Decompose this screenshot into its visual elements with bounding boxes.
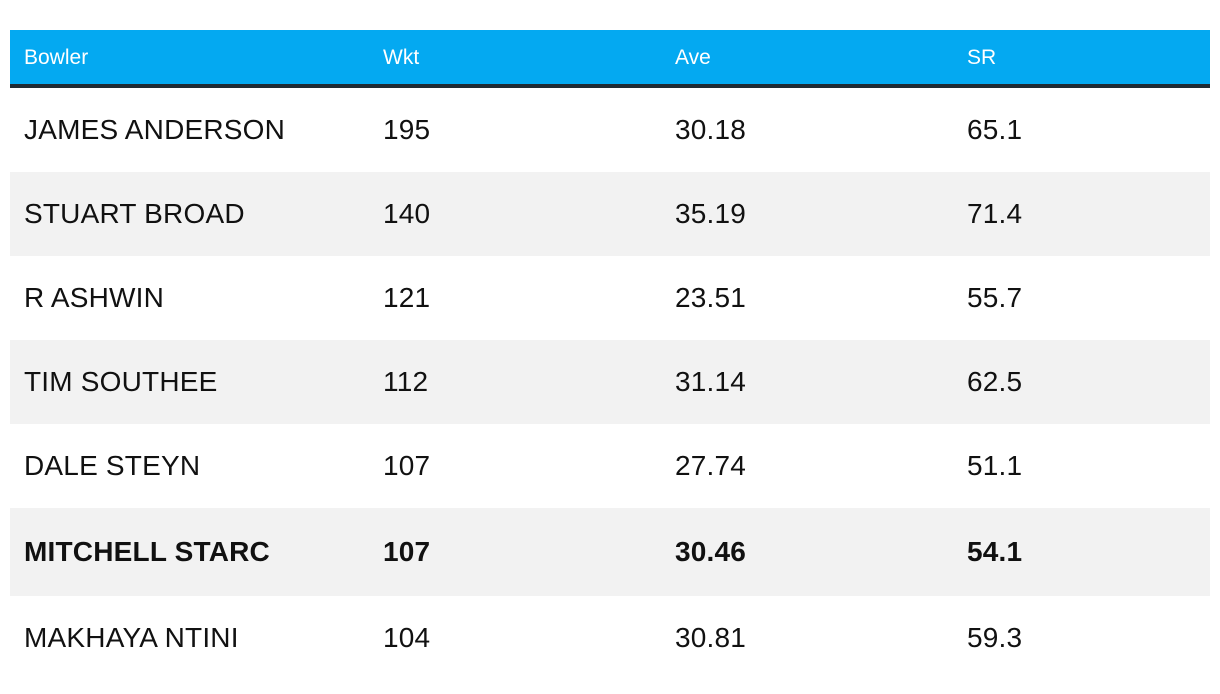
wickets: 107: [383, 536, 431, 567]
wickets: 112: [383, 366, 429, 397]
strike-rate: 51.1: [967, 450, 1023, 481]
bowler-stats-table: Bowler Wkt Ave SR JAMES ANDERSON 195 30.…: [10, 30, 1210, 680]
bowler-name: TIM SOUTHEE: [24, 366, 218, 397]
strike-rate: 65.1: [967, 114, 1023, 145]
bowler-name: MITCHELL STARC: [24, 536, 270, 567]
strike-rate: 71.4: [967, 198, 1023, 229]
header-ave: Ave: [675, 45, 711, 69]
wickets: 104: [383, 622, 431, 653]
average: 30.46: [675, 536, 747, 567]
wickets: 107: [383, 450, 431, 481]
wickets: 140: [383, 198, 431, 229]
bowler-name: R ASHWIN: [24, 282, 165, 313]
average: 30.18: [675, 114, 747, 145]
table-row: DALE STEYN 107 27.74 51.1: [10, 424, 1210, 508]
average: 23.51: [675, 282, 747, 313]
table-row: MAKHAYA NTINI 104 30.81 59.3: [10, 596, 1210, 680]
bowler-name: JAMES ANDERSON: [24, 114, 286, 145]
table-row: JAMES ANDERSON 195 30.18 65.1: [10, 88, 1210, 172]
strike-rate: 59.3: [967, 622, 1023, 653]
strike-rate: 55.7: [967, 282, 1023, 313]
wickets: 195: [383, 114, 431, 145]
wickets: 121: [383, 282, 431, 313]
table-row: TIM SOUTHEE 112 31.14 62.5: [10, 340, 1210, 424]
average: 30.81: [675, 622, 747, 653]
bowler-name: DALE STEYN: [24, 450, 201, 481]
bowler-name: MAKHAYA NTINI: [24, 622, 239, 653]
strike-rate: 54.1: [967, 536, 1023, 567]
strike-rate: 62.5: [967, 366, 1023, 397]
table-row: STUART BROAD 140 35.19 71.4: [10, 172, 1210, 256]
header-bowler: Bowler: [24, 45, 89, 69]
table-header: Bowler Wkt Ave SR: [10, 30, 1210, 88]
table-row: R ASHWIN 121 23.51 55.7: [10, 256, 1210, 340]
bowler-name: STUART BROAD: [24, 198, 245, 229]
header-sr: SR: [967, 45, 997, 69]
average: 27.74: [675, 450, 747, 481]
average: 35.19: [675, 198, 747, 229]
header-wkt: Wkt: [383, 45, 420, 69]
average: 31.14: [675, 366, 747, 397]
table-row-highlighted: MITCHELL STARC 107 30.46 54.1: [10, 508, 1210, 596]
